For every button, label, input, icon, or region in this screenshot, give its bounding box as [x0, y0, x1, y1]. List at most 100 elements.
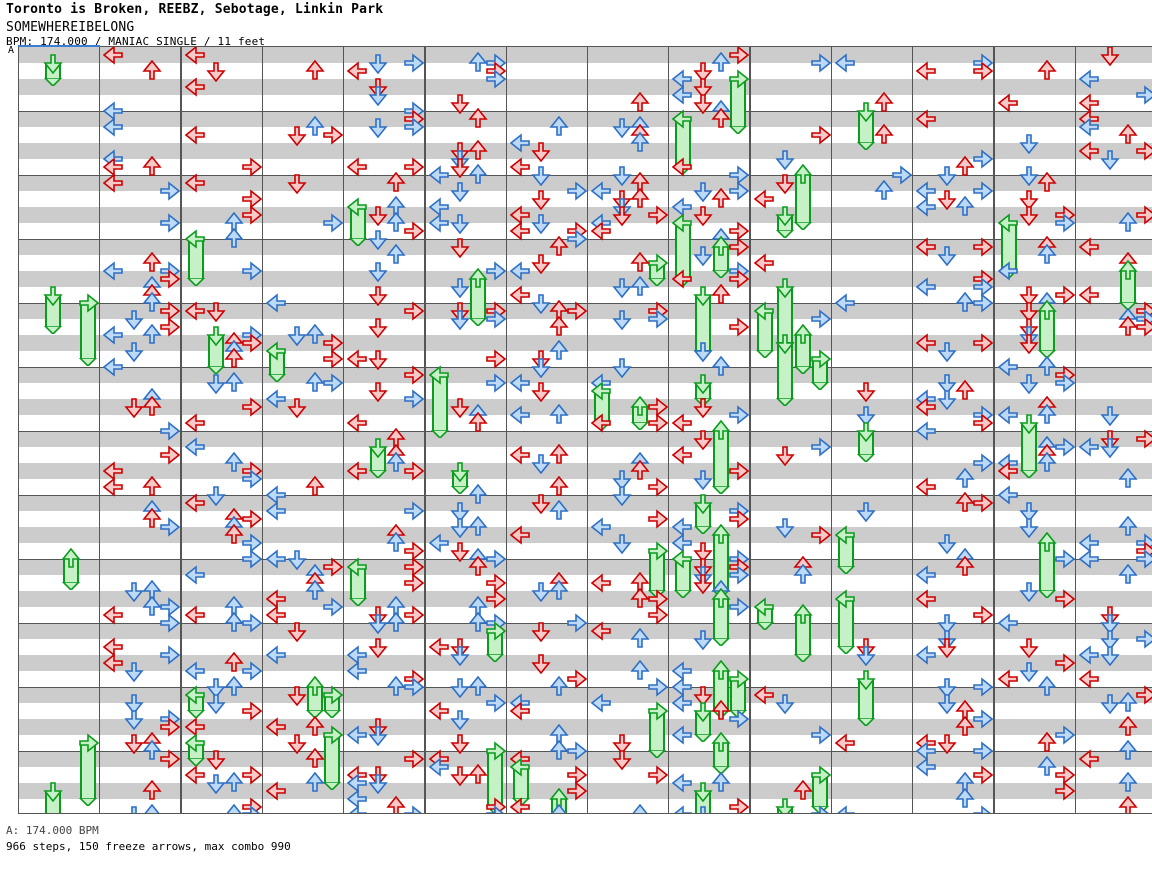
beat-band [100, 47, 180, 63]
note-arrow [530, 492, 552, 514]
note-arrow [347, 724, 369, 746]
note-arrow [792, 780, 814, 802]
beat-band [182, 175, 262, 191]
measure-line [913, 111, 993, 112]
beat-band [263, 79, 343, 95]
note-arrow [1053, 548, 1075, 570]
note-arrow [1036, 676, 1058, 698]
beat-band [1076, 623, 1152, 639]
note-arrow [611, 732, 633, 754]
freeze-arrow-body [1020, 423, 1038, 478]
measure-line [263, 175, 343, 176]
freeze-arrow-tail [648, 750, 666, 758]
freeze-arrow-tail [486, 654, 504, 662]
measure-line [832, 559, 912, 560]
note-arrow [1099, 47, 1121, 66]
measure-line [832, 239, 912, 240]
freeze-arrow-body [712, 671, 730, 718]
note-arrow [266, 292, 288, 314]
note-arrow [916, 60, 938, 82]
freeze-arrow-head [727, 68, 749, 90]
note-arrow [385, 212, 407, 234]
freeze-arrow-tail [631, 422, 649, 430]
note-arrow [449, 644, 471, 666]
note-arrow [1134, 684, 1152, 706]
beat-band [913, 111, 993, 127]
beat-band [182, 79, 262, 95]
beat-band [995, 751, 1075, 767]
note-arrow [510, 524, 532, 546]
freeze-arrow-head [710, 236, 732, 258]
note-arrow [936, 244, 958, 266]
note-arrow [1053, 588, 1075, 610]
note-arrow [1079, 748, 1101, 770]
freeze-arrow-head [205, 324, 227, 346]
note-arrow [629, 132, 651, 154]
freeze-arrow-body [794, 615, 812, 662]
freeze-arrow-tail [694, 526, 712, 534]
note-arrow [1134, 204, 1152, 226]
note-arrow [1053, 780, 1075, 802]
beat-band [263, 239, 343, 255]
note-arrow [954, 292, 976, 314]
beat-band [100, 591, 180, 607]
freeze-arrow-tail [712, 766, 730, 774]
freeze-arrow-head [510, 756, 532, 778]
freeze-arrow-body [79, 303, 97, 366]
note-arrow [510, 220, 532, 242]
measure-line [344, 687, 424, 688]
note-arrow [304, 476, 326, 498]
measure-line [1076, 687, 1152, 688]
freeze-arrow-tail [268, 374, 286, 382]
measure-line [995, 239, 1075, 240]
note-arrow [449, 308, 471, 330]
note-arrow [266, 500, 288, 522]
beat-band [19, 367, 99, 383]
measure-line [426, 751, 506, 752]
note-arrow [449, 180, 471, 202]
freeze-arrow-tail [323, 782, 341, 790]
note-arrow [367, 636, 389, 658]
note-arrow [890, 164, 912, 186]
beat-band [100, 751, 180, 767]
freeze-arrow-tail [44, 326, 62, 334]
beat-band [751, 431, 831, 447]
freeze-arrow-body [62, 559, 80, 590]
note-arrow [1053, 436, 1075, 458]
note-arrow [1036, 404, 1058, 426]
note-arrow [1117, 316, 1139, 338]
note-arrow [1036, 452, 1058, 474]
measure-line [995, 495, 1075, 496]
freeze-arrow-head [998, 212, 1020, 234]
chart-column-body [668, 46, 750, 814]
note-arrow [467, 484, 489, 506]
note-arrow [1018, 132, 1040, 154]
chart-column [831, 46, 913, 814]
note-arrow [484, 68, 506, 90]
note-arrow [998, 92, 1020, 114]
note-arrow [809, 724, 831, 746]
freeze-arrow-fill [795, 335, 811, 367]
note-arrow [484, 548, 506, 570]
note-arrow [205, 300, 227, 322]
note-arrow [692, 92, 714, 114]
measure-line [751, 751, 831, 752]
beat-band [913, 431, 993, 447]
note-arrow [141, 596, 163, 618]
note-arrow [998, 612, 1020, 634]
beat-band [100, 495, 180, 511]
note-arrow [629, 628, 651, 650]
note-arrow [1018, 204, 1040, 226]
measure-line [344, 303, 424, 304]
note-arrow [367, 380, 389, 402]
note-arrow [141, 156, 163, 178]
note-arrow [185, 716, 207, 738]
note-arrow [1134, 84, 1152, 106]
freeze-arrow-head [672, 108, 694, 130]
note-arrow [103, 476, 125, 498]
note-arrow [998, 260, 1020, 282]
note-arrow [936, 612, 958, 634]
measure-line [100, 559, 180, 560]
note-arrow [646, 308, 668, 330]
freeze-arrow-tail [1020, 470, 1038, 478]
